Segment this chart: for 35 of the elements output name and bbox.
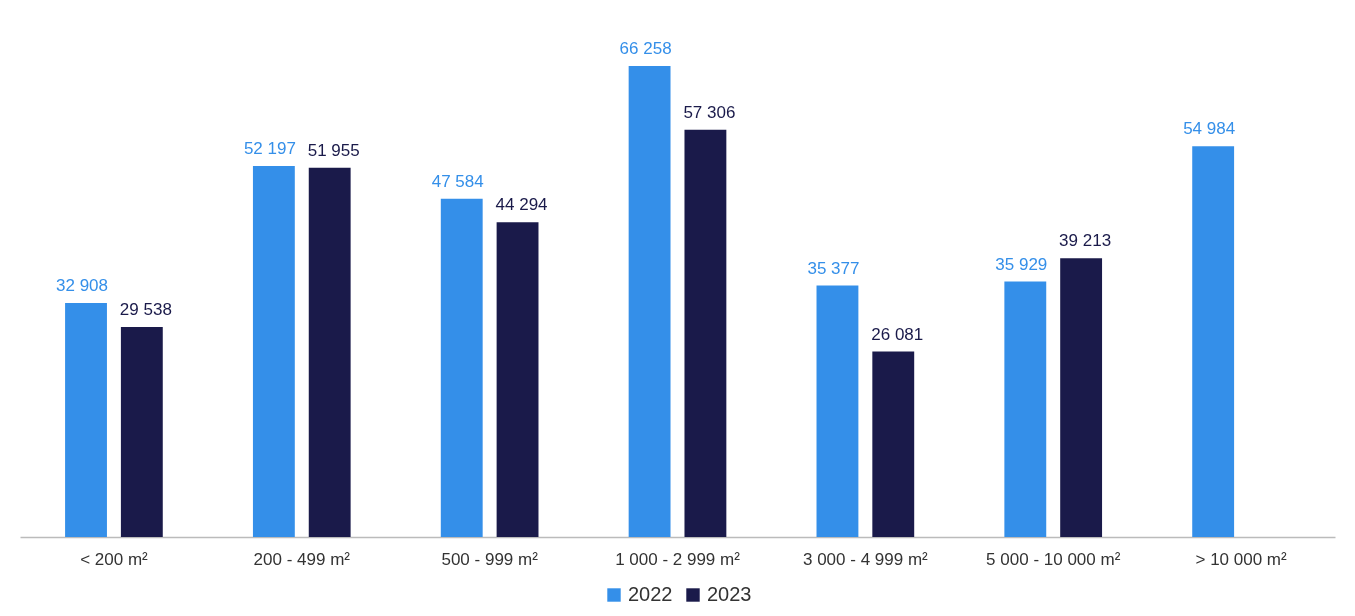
bar [1004,281,1047,537]
bar [120,327,163,537]
data-label: 32 908 [56,276,109,296]
x-tick-label: 1 000 - 2 999 m² [615,549,741,569]
bar [440,198,483,537]
bar [496,222,539,537]
data-label: 54 984 [1183,119,1236,139]
data-label: 44 294 [495,195,548,215]
data-label: 26 081 [871,324,924,344]
bar [628,66,671,537]
legend-label: 2023 [707,583,752,605]
bar [1060,258,1103,537]
x-tick-label: < 200 m² [80,549,149,569]
data-label: 35 377 [807,258,860,278]
data-label: 35 929 [995,254,1048,274]
x-tick-label: 5 000 - 10 000 m² [986,549,1121,569]
bar [872,351,915,537]
bar [308,167,351,537]
data-label: 52 197 [243,138,296,158]
bar [65,303,107,537]
bar [252,165,295,537]
x-tick-label: > 10 000 m² [1195,549,1287,569]
bar [684,129,727,537]
x-tick-label: 3 000 - 4 999 m² [802,549,929,569]
x-tick-label: 500 - 999 m² [441,549,539,569]
bar [816,285,859,537]
data-label: 47 584 [431,171,484,191]
bar [1192,146,1235,537]
data-label: 66 258 [619,39,672,58]
data-label: 51 955 [307,140,360,160]
x-tick-label: 200 - 499 m² [253,549,351,569]
data-label: 29 538 [119,300,172,320]
data-label: 39 213 [1059,231,1112,251]
legend-label: 2022 [628,583,673,605]
data-label: 57 306 [683,102,736,122]
